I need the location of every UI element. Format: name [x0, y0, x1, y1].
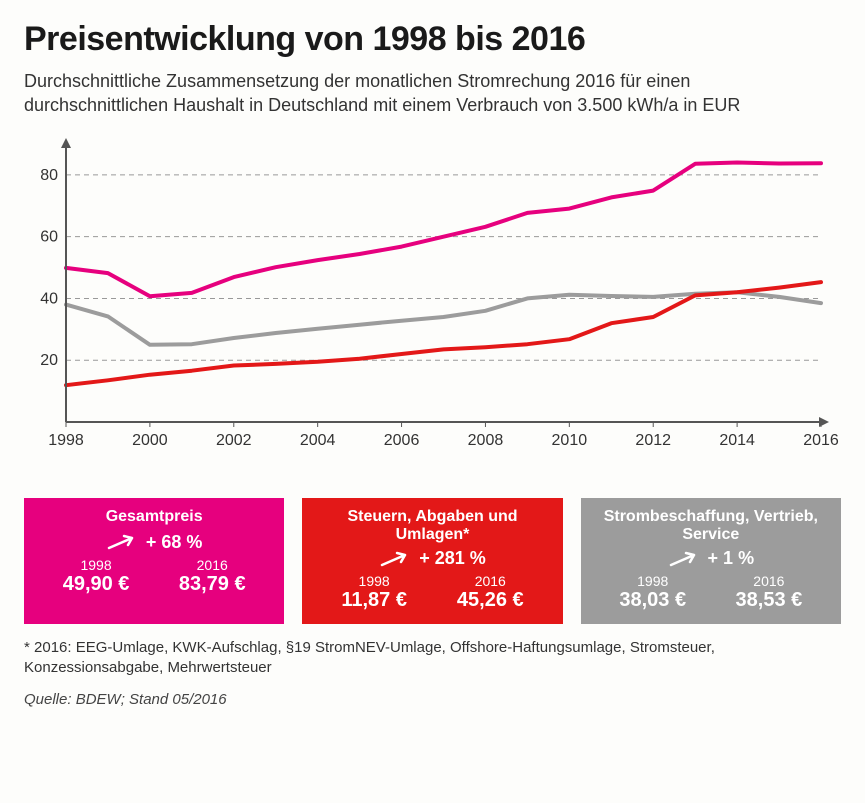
svg-text:60: 60 [40, 228, 58, 245]
summary-box-2: Strombeschaffung, Vertrieb, Service + 1 … [581, 498, 841, 625]
svg-text:40: 40 [40, 290, 58, 307]
summary-boxes: Gesamtpreis + 68 % 199849,90 € 201683,79… [24, 498, 841, 625]
svg-text:20: 20 [40, 352, 58, 369]
box-change: + 1 % [595, 548, 827, 569]
arrow-up-icon [106, 533, 140, 551]
xtick-label: 2008 [463, 432, 507, 450]
box-val-a: 49,90 € [63, 573, 130, 596]
box-year-b: 2016 [197, 557, 228, 573]
box-title: Gesamtpreis [38, 508, 270, 528]
box-title: Strombeschaffung, Vertrieb, Service [595, 508, 827, 545]
arrow-up-icon [379, 550, 413, 568]
source: Quelle: BDEW; Stand 05/2016 [24, 691, 841, 708]
box-change: + 68 % [38, 532, 270, 553]
xtick-label: 2016 [799, 432, 843, 450]
box-val-a: 11,87 € [341, 589, 407, 612]
box-change: + 281 % [316, 548, 548, 569]
box-year-a: 1998 [637, 573, 668, 589]
series-Strombeschaffung, Vertrieb, Service [66, 292, 821, 345]
series-Gesamtpreis [66, 162, 821, 296]
box-val-b: 83,79 € [179, 573, 246, 596]
arrow-up-icon [668, 550, 702, 568]
box-year-b: 2016 [475, 573, 506, 589]
box-year-a: 1998 [359, 573, 390, 589]
box-year-a: 1998 [80, 557, 111, 573]
svg-text:80: 80 [40, 166, 58, 183]
xtick-label: 2010 [547, 432, 591, 450]
xtick-label: 2000 [128, 432, 172, 450]
footnote: * 2016: EEG-Umlage, KWK-Aufschlag, §19 S… [24, 638, 841, 677]
box-val-a: 38,03 € [619, 589, 686, 612]
xtick-label: 2014 [715, 432, 759, 450]
page-title: Preisentwicklung von 1998 bis 2016 [24, 20, 841, 59]
chart-svg: 20 40 60 80 [24, 132, 839, 452]
box-val-b: 45,26 € [457, 589, 524, 612]
summary-box-0: Gesamtpreis + 68 % 199849,90 € 201683,79… [24, 498, 284, 625]
box-val-b: 38,53 € [736, 589, 803, 612]
summary-box-1: Steuern, Abgaben und Umlagen* + 281 % 19… [302, 498, 562, 625]
subtitle: Durchschnittliche Zusammensetzung der mo… [24, 69, 764, 118]
xtick-label: 1998 [44, 432, 88, 450]
series-Steuern, Abgaben und Umlagen [66, 282, 821, 385]
box-title: Steuern, Abgaben und Umlagen* [316, 508, 548, 545]
xtick-label: 2012 [631, 432, 675, 450]
xtick-label: 2006 [380, 432, 424, 450]
price-chart: 20 40 60 80 1998 2000 2002 2004 2006 2008 2010 201… [24, 132, 839, 452]
box-year-b: 2016 [753, 573, 784, 589]
xtick-label: 2004 [296, 432, 340, 450]
xtick-label: 2002 [212, 432, 256, 450]
